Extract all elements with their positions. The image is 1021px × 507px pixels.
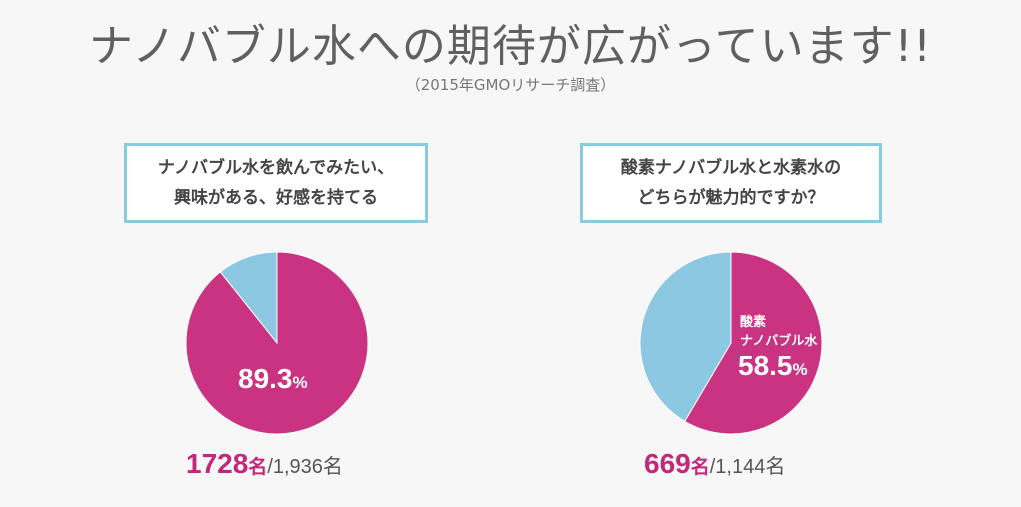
respondent-count-right: 669名/1,144名 — [644, 448, 785, 480]
pie-slice-1 — [219, 251, 278, 345]
count-right-value: 669 — [644, 448, 691, 479]
slice-label-right-line1: 酸素 — [740, 314, 767, 329]
percent-label-left: 89.3% — [238, 363, 308, 395]
slice-label-right: 酸素 ナノバブル水 — [740, 312, 817, 350]
question-box-right: 酸素ナノバブル水と水素水の どちらが魅力的ですか？ — [580, 143, 882, 223]
percent-left-value: 89.3 — [238, 363, 293, 394]
slice-label-right-line2: ナノバブル水 — [740, 333, 818, 348]
percent-left-unit: % — [292, 373, 308, 392]
question-left-line2: 興味がある、好感を持てる — [174, 188, 378, 208]
pie-slice-0 — [683, 251, 823, 435]
pie-slice-1 — [639, 251, 732, 423]
page-title: ナノバブル水への期待が広がっています!! — [89, 21, 932, 72]
pie-chart-left — [185, 251, 369, 435]
count-left-total: /1,936名 — [267, 456, 343, 478]
count-left-unit: 名 — [248, 457, 268, 478]
percent-label-right: 58.5% — [738, 350, 808, 382]
percent-right-value: 58.5 — [738, 350, 793, 381]
count-left-value: 1728 — [186, 448, 249, 479]
pie-chart-right — [639, 251, 823, 435]
count-right-unit: 名 — [690, 457, 710, 478]
question-right-line1: 酸素ナノバブル水と水素水の — [620, 158, 842, 178]
question-right-line2: どちらが魅力的ですか？ — [637, 188, 825, 208]
page-subtitle: （2015年GMOリサーチ調査） — [405, 76, 616, 94]
respondent-count-left: 1728名/1,936名 — [186, 448, 343, 480]
question-left-line1: ナノバブル水を飲んでみたい、 — [157, 158, 395, 178]
percent-right-unit: % — [792, 360, 808, 379]
question-box-left: ナノバブル水を飲んでみたい、 興味がある、好感を持てる — [124, 143, 428, 223]
count-right-total: /1,144名 — [709, 456, 786, 478]
